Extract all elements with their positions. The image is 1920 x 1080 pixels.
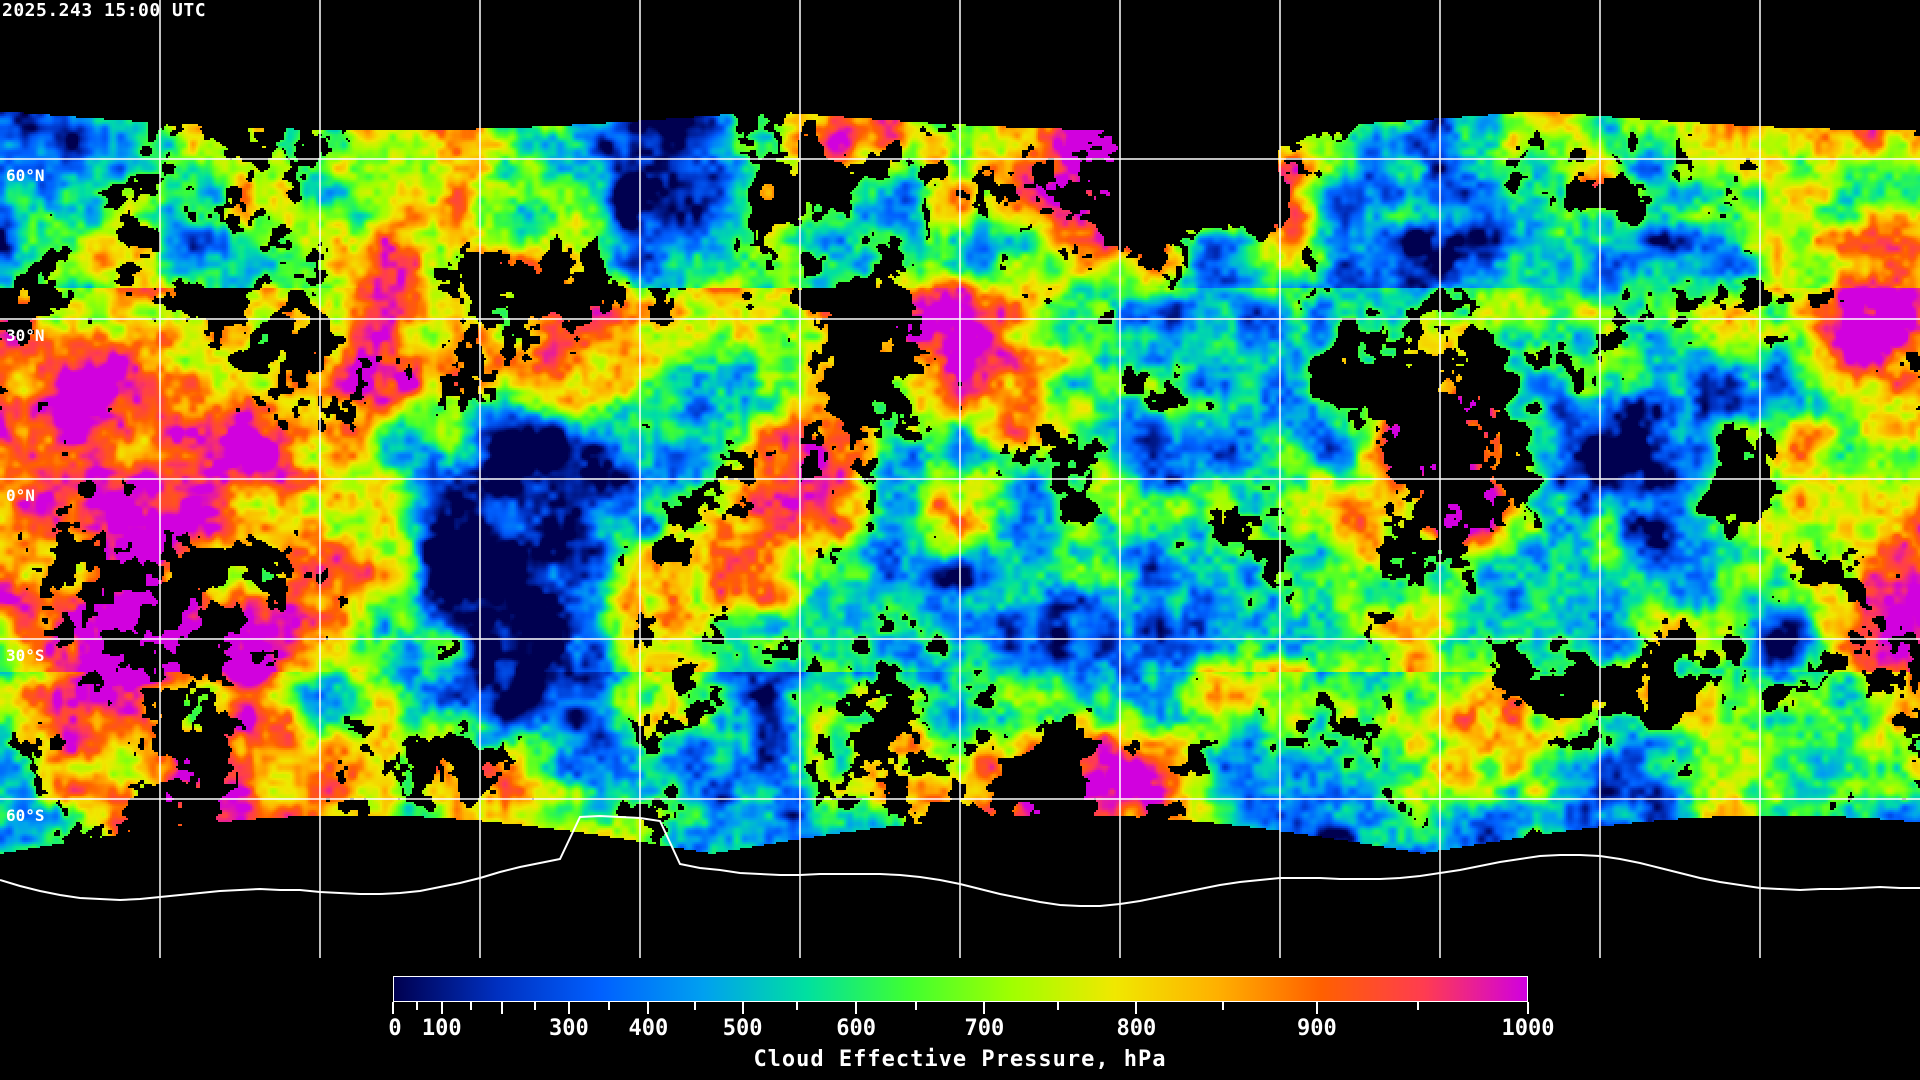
coastline: [0, 814, 1920, 907]
lat-label-60s: 60°S: [6, 806, 45, 825]
colorbar-title: Cloud Effective Pressure, hPa: [753, 1047, 1167, 1072]
colorbar-tick: [855, 1002, 858, 1014]
lat-label-60n: 60°N: [6, 166, 45, 185]
colorbar-tick: [1527, 1002, 1529, 1014]
timestamp: 2025.243 15:00 UTC: [2, 0, 207, 21]
colorbar-tick: [983, 1002, 986, 1014]
colorbar-tick: [1057, 1002, 1060, 1010]
colorbar-tick: [796, 1002, 799, 1010]
colorbar-tick: [915, 1002, 918, 1010]
colorbar-tick: [440, 1002, 443, 1014]
colorbar: [393, 976, 1528, 1002]
colorbar-tick: [1315, 1002, 1318, 1014]
colorbar-tick: [693, 1002, 696, 1010]
colorbar-tick: [415, 1002, 418, 1010]
colorbar-tick-label: 500: [722, 1016, 763, 1041]
lat-label-30n: 30°N: [6, 326, 45, 345]
colorbar-tick: [741, 1002, 744, 1014]
colorbar-tick-label: 800: [1116, 1016, 1157, 1041]
colorbar-tick: [392, 1002, 394, 1014]
colorbar-ticks: 0 100 300 400 500 600 700 800 900 1000: [388, 1002, 1554, 1062]
colorbar-tick-label: 0: [388, 1016, 402, 1041]
lat-lon-grid: [0, 0, 1920, 958]
lat-label-0n: 0°N: [6, 486, 35, 505]
colorbar-tick: [607, 1002, 610, 1010]
cloud-pressure-map: 2025.243 15:00 UTC 60°N 30°N 0°N 30°S 60…: [0, 0, 1920, 958]
colorbar-tick-label: 100: [421, 1016, 462, 1041]
colorbar-tick: [470, 1002, 473, 1010]
colorbar-tick: [500, 1002, 503, 1014]
colorbar-tick: [647, 1002, 650, 1014]
colorbar-tick-label: 900: [1297, 1016, 1337, 1041]
colorbar-tick-label: 400: [628, 1016, 669, 1041]
colorbar-tick: [1221, 1002, 1224, 1010]
colorbar-tick-label: 700: [964, 1016, 1005, 1041]
colorbar-tick-label: 300: [549, 1016, 589, 1041]
colorbar-tick: [533, 1002, 536, 1010]
colorbar-tick: [1416, 1002, 1419, 1010]
colorbar-tick: [1135, 1002, 1138, 1014]
colorbar-tick-label: 600: [836, 1016, 876, 1041]
colorbar-tick: [567, 1002, 570, 1014]
colorbar-tick-label: 1000: [1501, 1016, 1555, 1041]
lat-label-30s: 30°S: [6, 646, 45, 665]
